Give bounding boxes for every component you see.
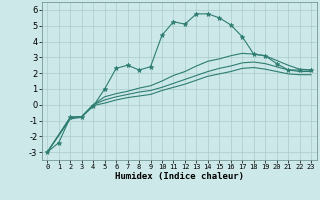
X-axis label: Humidex (Indice chaleur): Humidex (Indice chaleur) [115,172,244,181]
